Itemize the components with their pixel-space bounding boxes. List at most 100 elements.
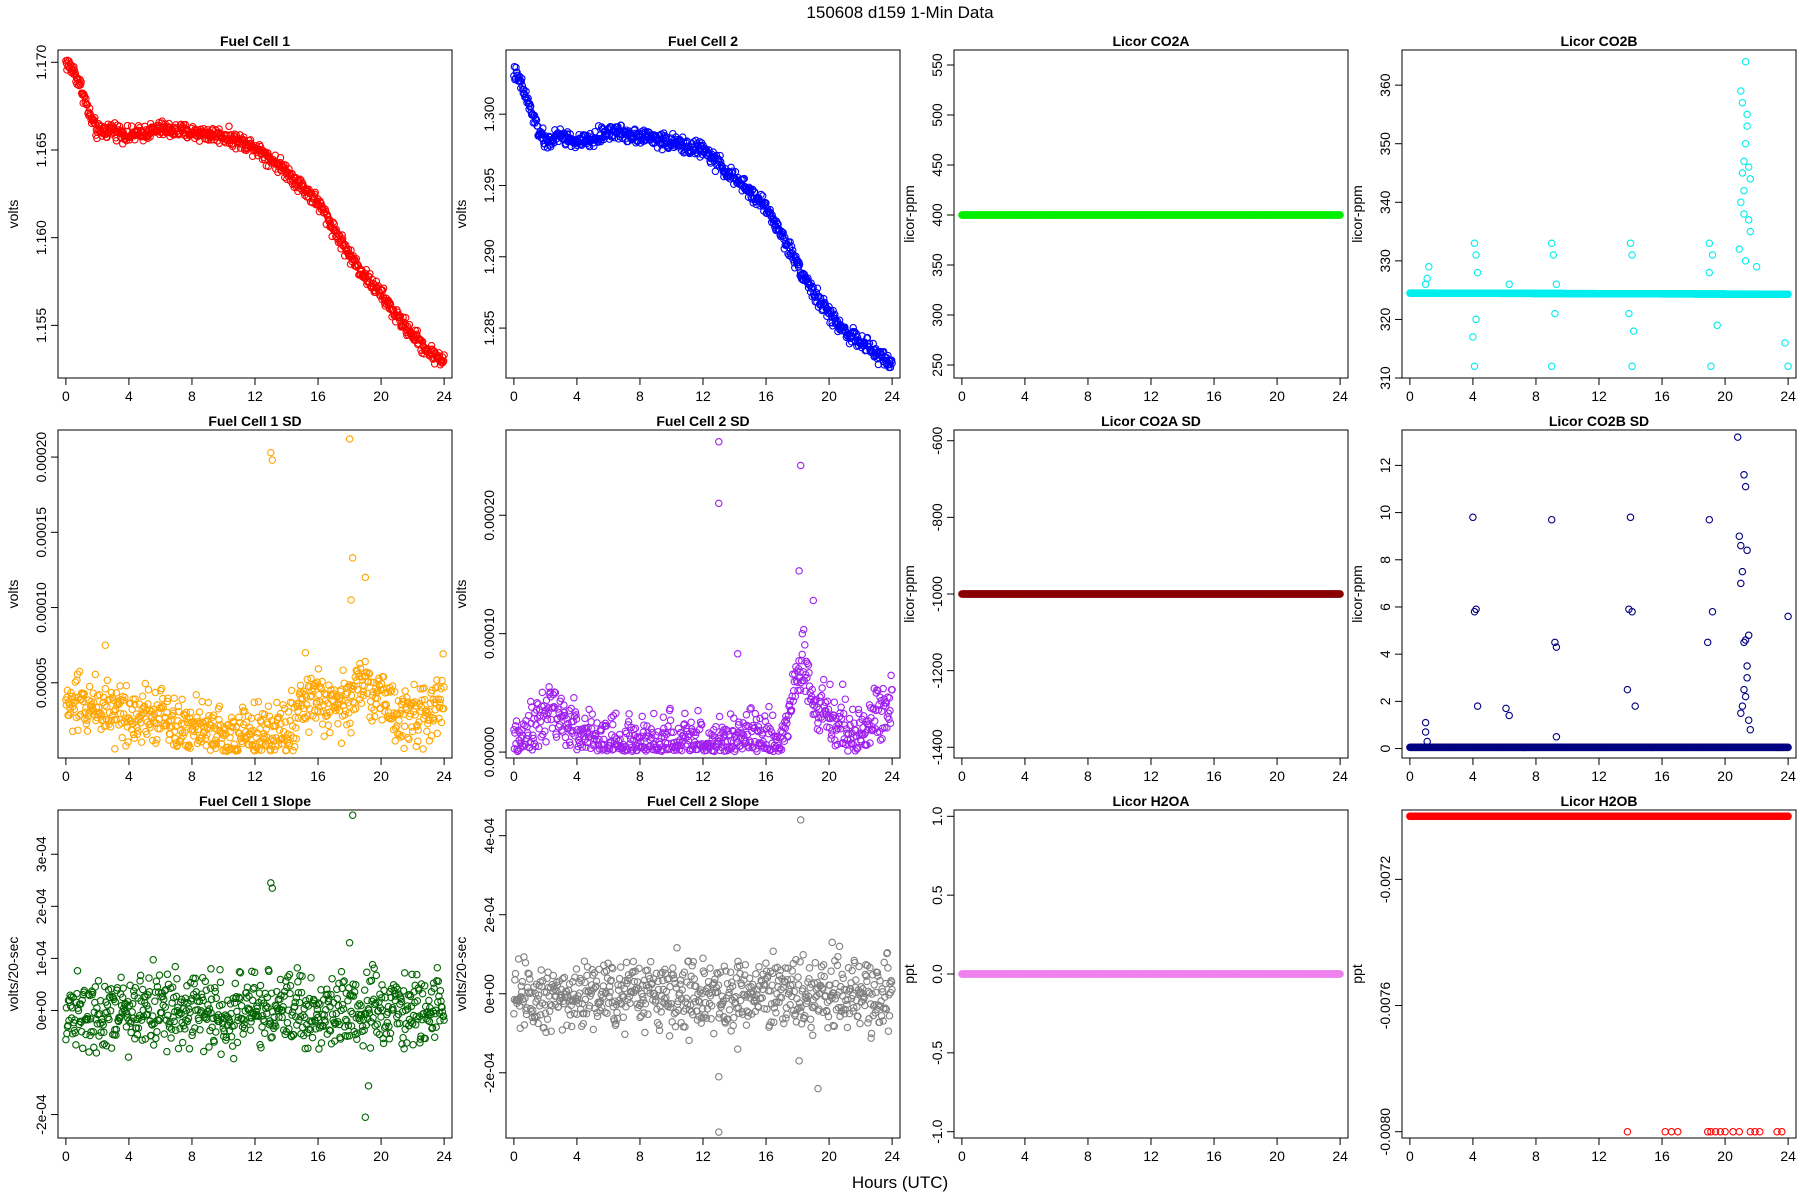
outlier-point	[1740, 210, 1748, 218]
data-point	[232, 145, 240, 153]
outlier-point	[1472, 315, 1480, 324]
data-point	[823, 697, 832, 706]
data-point	[70, 66, 79, 74]
data-point	[366, 269, 374, 278]
data-point	[170, 694, 178, 702]
outlier-point	[301, 648, 310, 657]
data-point	[799, 625, 808, 634]
data-point	[691, 149, 699, 158]
outlier-point	[1737, 198, 1745, 207]
y-tick-label: 550	[929, 53, 945, 77]
data-point	[768, 711, 777, 720]
data-point	[84, 108, 93, 116]
data-point	[838, 680, 847, 689]
data-point	[320, 732, 328, 740]
y-axis-label: licor-ppm	[901, 185, 917, 243]
x-tick-label: 8	[188, 388, 196, 404]
x-tick-label: 12	[695, 768, 711, 784]
plot-frame	[57, 429, 453, 759]
data-points	[62, 435, 448, 755]
data-point	[333, 229, 342, 237]
x-tick-label: 0	[958, 388, 966, 404]
data-point	[515, 72, 524, 81]
outlier-point	[715, 438, 723, 446]
y-tick-label: 1.165	[33, 132, 49, 167]
data-point	[659, 713, 668, 721]
data-point	[372, 700, 381, 709]
y-axis-label: volts	[5, 200, 21, 229]
data-point	[338, 231, 346, 239]
x-tick-label: 20	[1269, 768, 1285, 784]
data-point	[225, 122, 233, 131]
data-point	[829, 306, 837, 315]
data-point	[359, 273, 368, 282]
outlier-point	[361, 573, 370, 582]
data-point	[542, 738, 550, 746]
x-tick-label: 24	[436, 768, 452, 784]
outlier-point	[1713, 321, 1721, 330]
data-point	[512, 63, 520, 72]
data-point	[311, 188, 319, 197]
y-tick-label: 0.00015	[33, 507, 49, 558]
y-tick-label: 250	[929, 353, 945, 377]
data-points	[1406, 57, 1792, 371]
outlier-point	[1547, 362, 1556, 371]
x-tick-label: 0	[958, 768, 966, 784]
outlier-point	[1743, 122, 1751, 130]
x-tick-label: 8	[1532, 388, 1540, 404]
data-points	[510, 438, 896, 756]
outlier-point	[1705, 268, 1714, 277]
data-point	[401, 313, 410, 322]
data-point	[413, 326, 422, 335]
outlier-point	[1549, 251, 1558, 259]
data-point	[165, 119, 173, 128]
data-point	[337, 739, 346, 748]
panel-2: Fuel Cell 20 4 8 12 16 20 241.2851.2901.2951.3…	[453, 33, 901, 404]
x-tick-label: 8	[1084, 388, 1092, 404]
data-point	[795, 261, 804, 269]
data-point	[588, 710, 597, 718]
data-point	[112, 689, 121, 697]
y-tick-label: 0.00010	[481, 608, 497, 659]
x-tick-label: 8	[636, 388, 644, 404]
data-point	[264, 702, 273, 710]
data-point	[581, 714, 589, 723]
outlier-point	[1470, 239, 1479, 248]
data-point	[254, 698, 263, 706]
y-tick-label: 1.295	[481, 168, 497, 203]
data-points	[958, 590, 1344, 598]
outlier-point	[268, 456, 277, 464]
data-point	[439, 650, 447, 658]
data-point	[681, 709, 689, 718]
data-point	[819, 294, 828, 303]
data-point	[818, 684, 826, 692]
outlier-point	[1735, 245, 1744, 253]
x-tick-label: 12	[1591, 388, 1607, 404]
outlier-point	[267, 448, 275, 457]
outlier-point	[1472, 251, 1480, 259]
data-point	[666, 716, 675, 725]
data-point	[798, 650, 806, 659]
data-point	[830, 698, 839, 706]
data-point	[518, 74, 526, 83]
data-point	[347, 729, 355, 737]
data-point	[226, 733, 234, 742]
data-point	[248, 152, 257, 160]
x-tick-label: 24	[1780, 388, 1796, 404]
outlier-point	[1741, 257, 1750, 265]
data-point	[101, 684, 110, 693]
x-tick-label: 16	[310, 388, 326, 404]
data-point	[884, 351, 892, 360]
data-point	[815, 726, 824, 735]
data-point	[111, 745, 119, 753]
x-tick-label: 16	[1206, 388, 1222, 404]
data-point	[289, 746, 297, 755]
x-tick-label: 24	[1332, 768, 1348, 784]
data-point	[76, 80, 85, 89]
data-point	[339, 666, 347, 674]
x-tick-label: 12	[247, 388, 263, 404]
panel-title: Fuel Cell 2	[668, 33, 738, 49]
x-tick-label: 20	[821, 768, 837, 784]
data-point	[727, 163, 735, 172]
data-point	[687, 718, 695, 727]
